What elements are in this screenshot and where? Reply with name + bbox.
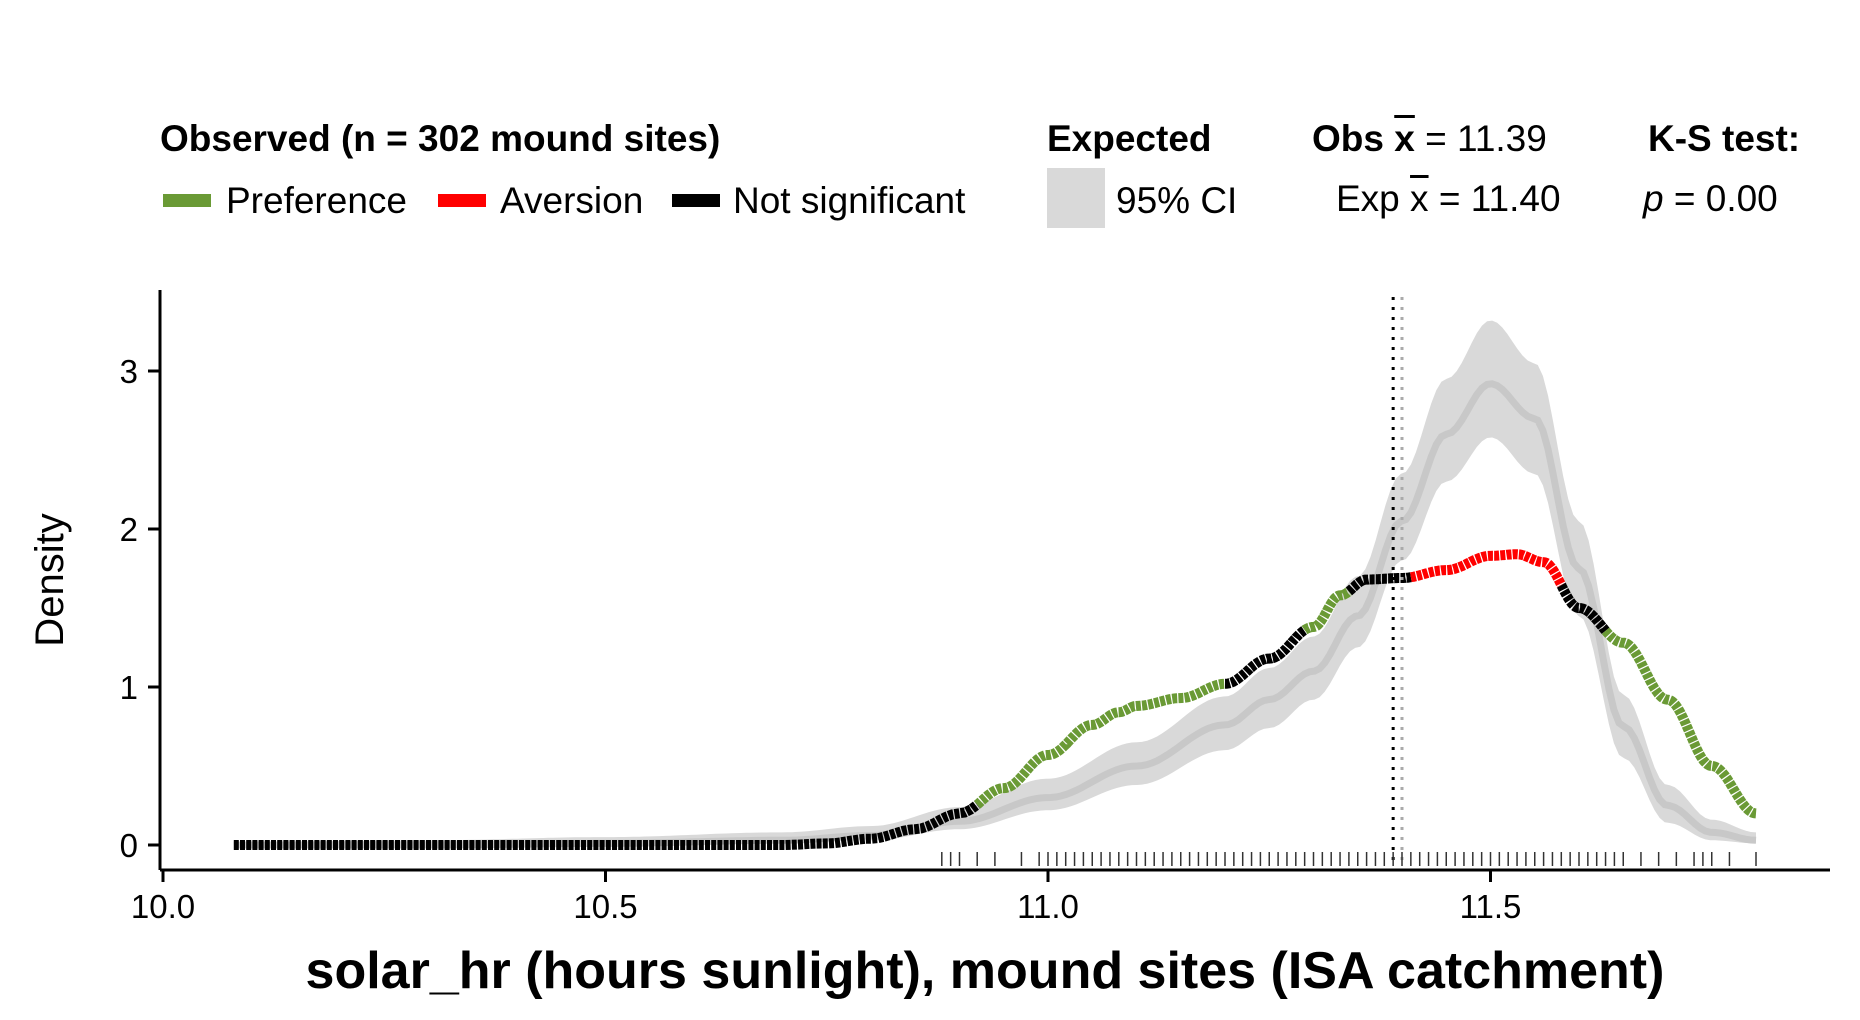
observed-segment-not-significant (1556, 582, 1610, 634)
x-tick-label: 10.0 (131, 888, 195, 925)
observed-segment-preference (1301, 587, 1353, 635)
expected-ci-band (233, 320, 1756, 846)
y-axis-title: Density (28, 513, 72, 646)
observed-segment-preference (973, 678, 1226, 809)
observed-layer (233, 549, 1757, 850)
ks-test-title: K-S test: (1648, 118, 1801, 159)
y-tick-label: 1 (120, 669, 138, 706)
x-axis-title: solar_hr (hours sunlight), mound sites (… (306, 942, 1665, 1000)
observed-legend-title: Observed (n = 302 mound sites) (160, 118, 721, 159)
obs-mean-value: = 11.39 (1414, 118, 1547, 159)
axes: 10.0 10.5 11.0 11.5 0 1 2 3 (120, 290, 1830, 925)
obs-mean-prefix: Obs (1312, 118, 1395, 159)
y-tick-label: 2 (120, 511, 138, 548)
rug-marks (941, 852, 1757, 866)
not-significant-swatch (672, 194, 720, 207)
observed-segment-not-significant (1225, 625, 1308, 689)
exp-mean-symbol: x (1410, 178, 1429, 219)
x-tick-label: 11.5 (1460, 888, 1522, 925)
obs-mean-symbol: x (1394, 118, 1415, 159)
aversion-swatch (438, 194, 486, 207)
expected-layer (233, 320, 1757, 849)
preference-swatch (163, 194, 211, 207)
aversion-legend-label: Aversion (500, 180, 644, 221)
not-significant-legend-label: Not significant (733, 180, 966, 221)
exp-mean-prefix: Exp (1336, 178, 1411, 219)
y-tick-label: 3 (120, 353, 138, 390)
ks-test-p: p = 0.00 (1643, 178, 1778, 220)
observed-segment-preference (1601, 627, 1757, 819)
mean-lines (1391, 297, 1404, 862)
ci-swatch (1047, 168, 1105, 228)
ks-p-symbol: p (1643, 178, 1664, 219)
exp-mean-label: Exp x = 11.40 (1336, 178, 1561, 220)
ks-p-value: = 0.00 (1663, 178, 1778, 219)
obs-mean-label: Obs x = 11.39 (1312, 118, 1547, 160)
x-tick-label: 11.0 (1017, 888, 1079, 925)
preference-legend-label: Preference (226, 180, 407, 221)
exp-mean-value: = 11.40 (1428, 178, 1561, 219)
observed-segment-aversion (1410, 549, 1566, 588)
expected-legend-title: Expected (1047, 118, 1212, 159)
y-tick-label: 0 (120, 827, 138, 864)
ci-legend-label: 95% CI (1116, 180, 1238, 221)
expected-density-line (233, 380, 1757, 849)
x-tick-label: 10.5 (573, 888, 637, 925)
